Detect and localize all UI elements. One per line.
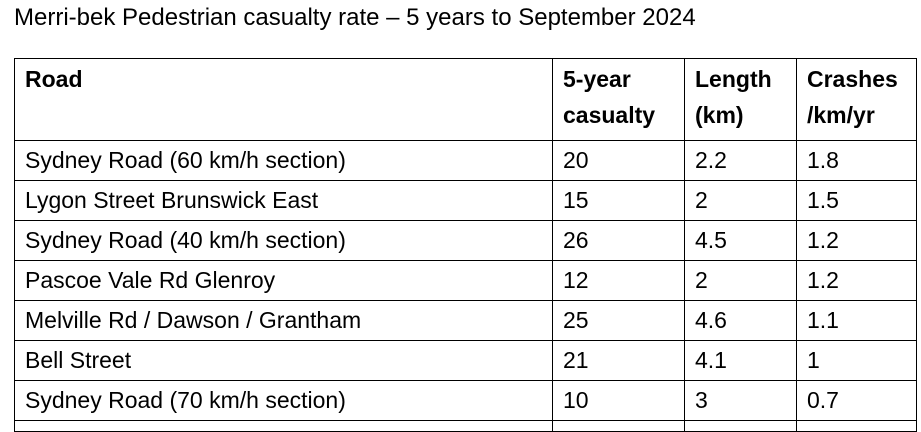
cell-road: Sydney Road (60 km/h section) bbox=[14, 140, 553, 181]
cell-length: 4.6 bbox=[684, 300, 797, 341]
table-row: Melville Rd / Dawson / Grantham 25 4.6 1.1 bbox=[14, 300, 917, 341]
header-road: Road bbox=[14, 58, 553, 141]
cell-empty bbox=[14, 420, 553, 432]
table-row-partial bbox=[14, 420, 917, 432]
cell-crashes-per-km-yr: 1.8 bbox=[796, 140, 917, 181]
cell-crashes-per-km-yr: 1 bbox=[796, 340, 917, 381]
header-text: /km/yr bbox=[807, 102, 875, 128]
cell-empty bbox=[552, 420, 685, 432]
table-row: Sydney Road (60 km/h section) 20 2.2 1.8 bbox=[14, 140, 917, 181]
cell-casualty: 25 bbox=[552, 300, 685, 341]
cell-road: Melville Rd / Dawson / Grantham bbox=[14, 300, 553, 341]
cell-length: 4.5 bbox=[684, 220, 797, 261]
cell-casualty: 20 bbox=[552, 140, 685, 181]
cell-casualty: 26 bbox=[552, 220, 685, 261]
document-title: Merri-bek Pedestrian casualty rate – 5 y… bbox=[14, 4, 696, 31]
cell-crashes-per-km-yr: 0.7 bbox=[796, 380, 917, 421]
cell-length: 3 bbox=[684, 380, 797, 421]
header-text: Road bbox=[25, 66, 83, 92]
cell-length: 2.2 bbox=[684, 140, 797, 181]
cell-casualty: 21 bbox=[552, 340, 685, 381]
cell-casualty: 12 bbox=[552, 260, 685, 301]
table-row: Pascoe Vale Rd Glenroy 12 2 1.2 bbox=[14, 260, 917, 301]
header-text: Crashes bbox=[807, 66, 898, 92]
cell-crashes-per-km-yr: 1.2 bbox=[796, 260, 917, 301]
header-crashes: Crashes/km/yr bbox=[796, 58, 917, 141]
cell-road: Sydney Road (70 km/h section) bbox=[14, 380, 553, 421]
cell-empty bbox=[796, 420, 917, 432]
cell-crashes-per-km-yr: 1.5 bbox=[796, 180, 917, 221]
header-text: 5-year bbox=[563, 66, 631, 92]
cell-road: Sydney Road (40 km/h section) bbox=[14, 220, 553, 261]
cell-road: Lygon Street Brunswick East bbox=[14, 180, 553, 221]
header-length: Length (km) bbox=[684, 58, 797, 141]
cell-road: Bell Street bbox=[14, 340, 553, 381]
header-casualty: 5-year casualty bbox=[552, 58, 685, 141]
header-text: (km) bbox=[695, 102, 744, 128]
table-row: Sydney Road (40 km/h section) 26 4.5 1.2 bbox=[14, 220, 917, 261]
cell-length: 2 bbox=[684, 180, 797, 221]
cell-casualty: 15 bbox=[552, 180, 685, 221]
table-row: Lygon Street Brunswick East 15 2 1.5 bbox=[14, 180, 917, 221]
table-row: Bell Street 21 4.1 1 bbox=[14, 340, 917, 381]
cell-length: 2 bbox=[684, 260, 797, 301]
cell-crashes-per-km-yr: 1.2 bbox=[796, 220, 917, 261]
cell-road: Pascoe Vale Rd Glenroy bbox=[14, 260, 553, 301]
header-row: Road 5-year casualty Length (km) Crashes/k… bbox=[14, 58, 917, 141]
cell-empty bbox=[684, 420, 797, 432]
header-text: casualty bbox=[563, 102, 656, 128]
casualty-table: Road 5-year casualty Length (km) Crashes/k… bbox=[14, 58, 917, 432]
cell-length: 4.1 bbox=[684, 340, 797, 381]
cell-casualty: 10 bbox=[552, 380, 685, 421]
cell-crashes-per-km-yr: 1.1 bbox=[796, 300, 917, 341]
header-text: Length bbox=[695, 66, 772, 92]
table-row: Sydney Road (70 km/h section) 10 3 0.7 bbox=[14, 380, 917, 421]
